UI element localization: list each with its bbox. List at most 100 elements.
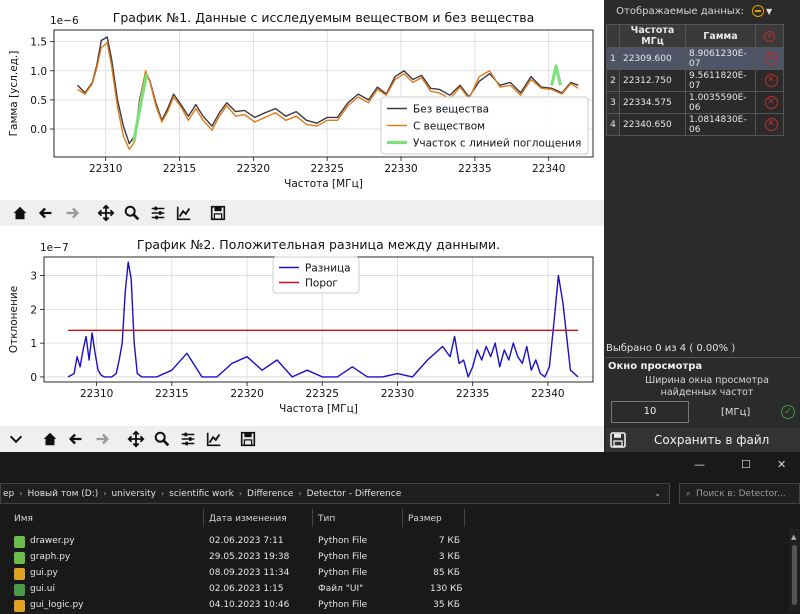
table-row[interactable]: 4 22340.650 1.0814830E-06 ✕ — [606, 113, 784, 136]
scrollbar[interactable]: ▲ — [789, 529, 800, 611]
chevron-right-icon[interactable]: › — [298, 489, 302, 498]
row-number[interactable]: 1 — [606, 47, 620, 70]
table-row[interactable]: 2 22312.750 9.5611820E-07 ✕ — [606, 69, 784, 92]
file-row[interactable]: drawer.py 02.06.2023 7:11 Python File 7 КБ — [0, 534, 790, 550]
chart2-ytick-label: 0 — [30, 372, 37, 384]
minimize-icon[interactable]: — — [694, 458, 705, 471]
cell-delete[interactable]: ✕ — [755, 69, 784, 92]
chart1-frame — [53, 29, 594, 158]
back-arrow-icon[interactable] — [64, 428, 88, 450]
pan-icon[interactable] — [94, 202, 118, 224]
chart1-xtick-label: 22315 — [163, 163, 196, 175]
row-number[interactable]: 3 — [606, 91, 620, 114]
header-delete[interactable]: ✕ — [755, 24, 784, 48]
maximize-icon[interactable]: ☐ — [741, 458, 751, 471]
zoom-icon[interactable] — [150, 428, 174, 450]
divider — [606, 357, 800, 358]
save-icon[interactable] — [236, 428, 260, 450]
chevron-right-icon[interactable]: › — [103, 489, 107, 498]
back-arrow-icon[interactable] — [34, 202, 58, 224]
breadcrumb-item[interactable]: ер — [3, 488, 15, 499]
chart2-offset-label: 1e−7 — [40, 242, 69, 254]
display-mode-combo[interactable]: ▼ — [752, 3, 780, 19]
home-icon[interactable] — [8, 202, 32, 224]
home-icon[interactable] — [38, 428, 62, 450]
configure-icon[interactable] — [146, 202, 170, 224]
breadcrumb-item[interactable]: Difference — [247, 488, 294, 499]
table-row[interactable]: 1 22309.600 8.9061230E-07 ✕ — [606, 47, 784, 70]
cell-delete[interactable]: ✕ — [755, 91, 784, 114]
column-size[interactable]: Размер — [408, 514, 442, 524]
configure-icon[interactable] — [176, 428, 200, 450]
breadcrumb-item[interactable]: university — [111, 488, 156, 499]
file-row[interactable]: gui_logic.py 04.10.2023 10:46 Python File 3… — [0, 598, 790, 614]
delete-row-icon[interactable]: ✕ — [764, 74, 778, 87]
scroll-thumb[interactable] — [792, 545, 797, 605]
file-name[interactable]: drawer.py — [30, 536, 75, 546]
file-row[interactable]: gui.ui 02.06.2023 1:15 Файл "UI" 130 КБ — [0, 582, 790, 598]
delete-row-icon[interactable]: ✕ — [764, 118, 778, 131]
file-type: Python File — [318, 568, 368, 578]
search-box[interactable]: ⌕ Поиск в: Detector... — [679, 483, 800, 504]
zoom-icon[interactable] — [120, 202, 144, 224]
file-name[interactable]: gui_logic.py — [30, 600, 84, 610]
file-name[interactable]: gui.py — [30, 568, 58, 578]
forward-arrow-icon[interactable] — [60, 202, 84, 224]
file-row[interactable]: graph.py 29.05.2023 19:38 Python File 3 КБ — [0, 550, 790, 566]
table-corner — [606, 24, 620, 48]
axes-edit-icon[interactable] — [202, 428, 226, 450]
chart2-xtick-label: 22335 — [456, 388, 489, 400]
row-number[interactable]: 2 — [606, 69, 620, 92]
column-name[interactable]: Имя — [14, 514, 33, 524]
cell-gamma[interactable]: 8.9061230E-07 — [685, 47, 756, 70]
chart1-legend-label: Участок с линией поглощения — [413, 138, 581, 150]
file-name[interactable]: gui.ui — [30, 584, 55, 594]
axes-edit-icon[interactable] — [172, 202, 196, 224]
cell-frequency[interactable]: 22334.575 — [619, 91, 686, 114]
column-date[interactable]: Дата изменения — [209, 514, 287, 524]
chart2-legend-box — [272, 256, 360, 294]
file-type: Python File — [318, 536, 368, 546]
file-type: Python File — [318, 600, 368, 610]
row-number[interactable]: 4 — [606, 113, 620, 136]
file-size: 130 КБ — [430, 584, 463, 594]
cell-frequency[interactable]: 22309.600 — [619, 47, 686, 70]
file-icon — [14, 536, 25, 548]
window-width-input[interactable]: 10 — [611, 401, 689, 423]
cell-frequency[interactable]: 22340.650 — [619, 113, 686, 136]
file-row[interactable]: gui.py 08.09.2023 11:34 Python File 85 КБ — [0, 566, 790, 582]
save-icon[interactable] — [206, 202, 230, 224]
column-type[interactable]: Тип — [318, 514, 336, 524]
save-to-file-button[interactable]: Сохранить в файл — [606, 428, 800, 452]
address-dropdown-icon[interactable]: ⌄ — [654, 489, 661, 498]
delete-row-icon[interactable]: ✕ — [764, 52, 778, 65]
chart2-title: График №2. Положительная разница между д… — [137, 237, 500, 252]
cell-frequency[interactable]: 22312.750 — [619, 69, 686, 92]
file-type: Python File — [318, 552, 368, 562]
close-icon[interactable]: ✕ — [777, 458, 787, 471]
pan-icon[interactable] — [124, 428, 148, 450]
chevron-right-icon[interactable]: › — [160, 489, 165, 498]
cell-gamma[interactable]: 1.0035590E-06 — [685, 91, 756, 114]
header-frequency[interactable]: Частота МГц — [619, 24, 686, 48]
table-row[interactable]: 3 22334.575 1.0035590E-06 ✕ — [606, 91, 784, 114]
confirm-check-icon[interactable]: ✓ — [781, 405, 795, 419]
breadcrumb-item[interactable]: scientific work — [169, 488, 234, 499]
breadcrumb-item[interactable]: Detector - Difference — [306, 488, 402, 499]
header-gamma[interactable]: Гамма — [685, 24, 756, 48]
chevron-down-icon[interactable] — [4, 428, 28, 450]
delete-row-icon[interactable]: ✕ — [764, 96, 778, 109]
cell-gamma[interactable]: 1.0814830E-06 — [685, 113, 756, 136]
cell-delete[interactable]: ✕ — [755, 47, 784, 70]
selected-info: Выбрано 0 из 4 ( 0.00% ) — [606, 343, 736, 354]
cell-delete[interactable]: ✕ — [755, 113, 784, 136]
address-bar[interactable]: ер › Новый том (D:) › university › scientific … — [0, 483, 670, 504]
chevron-right-icon[interactable]: › — [19, 489, 23, 498]
breadcrumb-item[interactable]: Новый том (D:) — [27, 488, 99, 499]
cell-gamma[interactable]: 9.5611820E-07 — [685, 69, 756, 92]
scroll-up-icon[interactable]: ▲ — [791, 533, 797, 541]
file-name[interactable]: graph.py — [30, 552, 71, 562]
forward-arrow-icon[interactable] — [90, 428, 114, 450]
chart1-legend-label: С веществом — [413, 121, 485, 133]
chevron-right-icon[interactable]: › — [238, 489, 243, 498]
